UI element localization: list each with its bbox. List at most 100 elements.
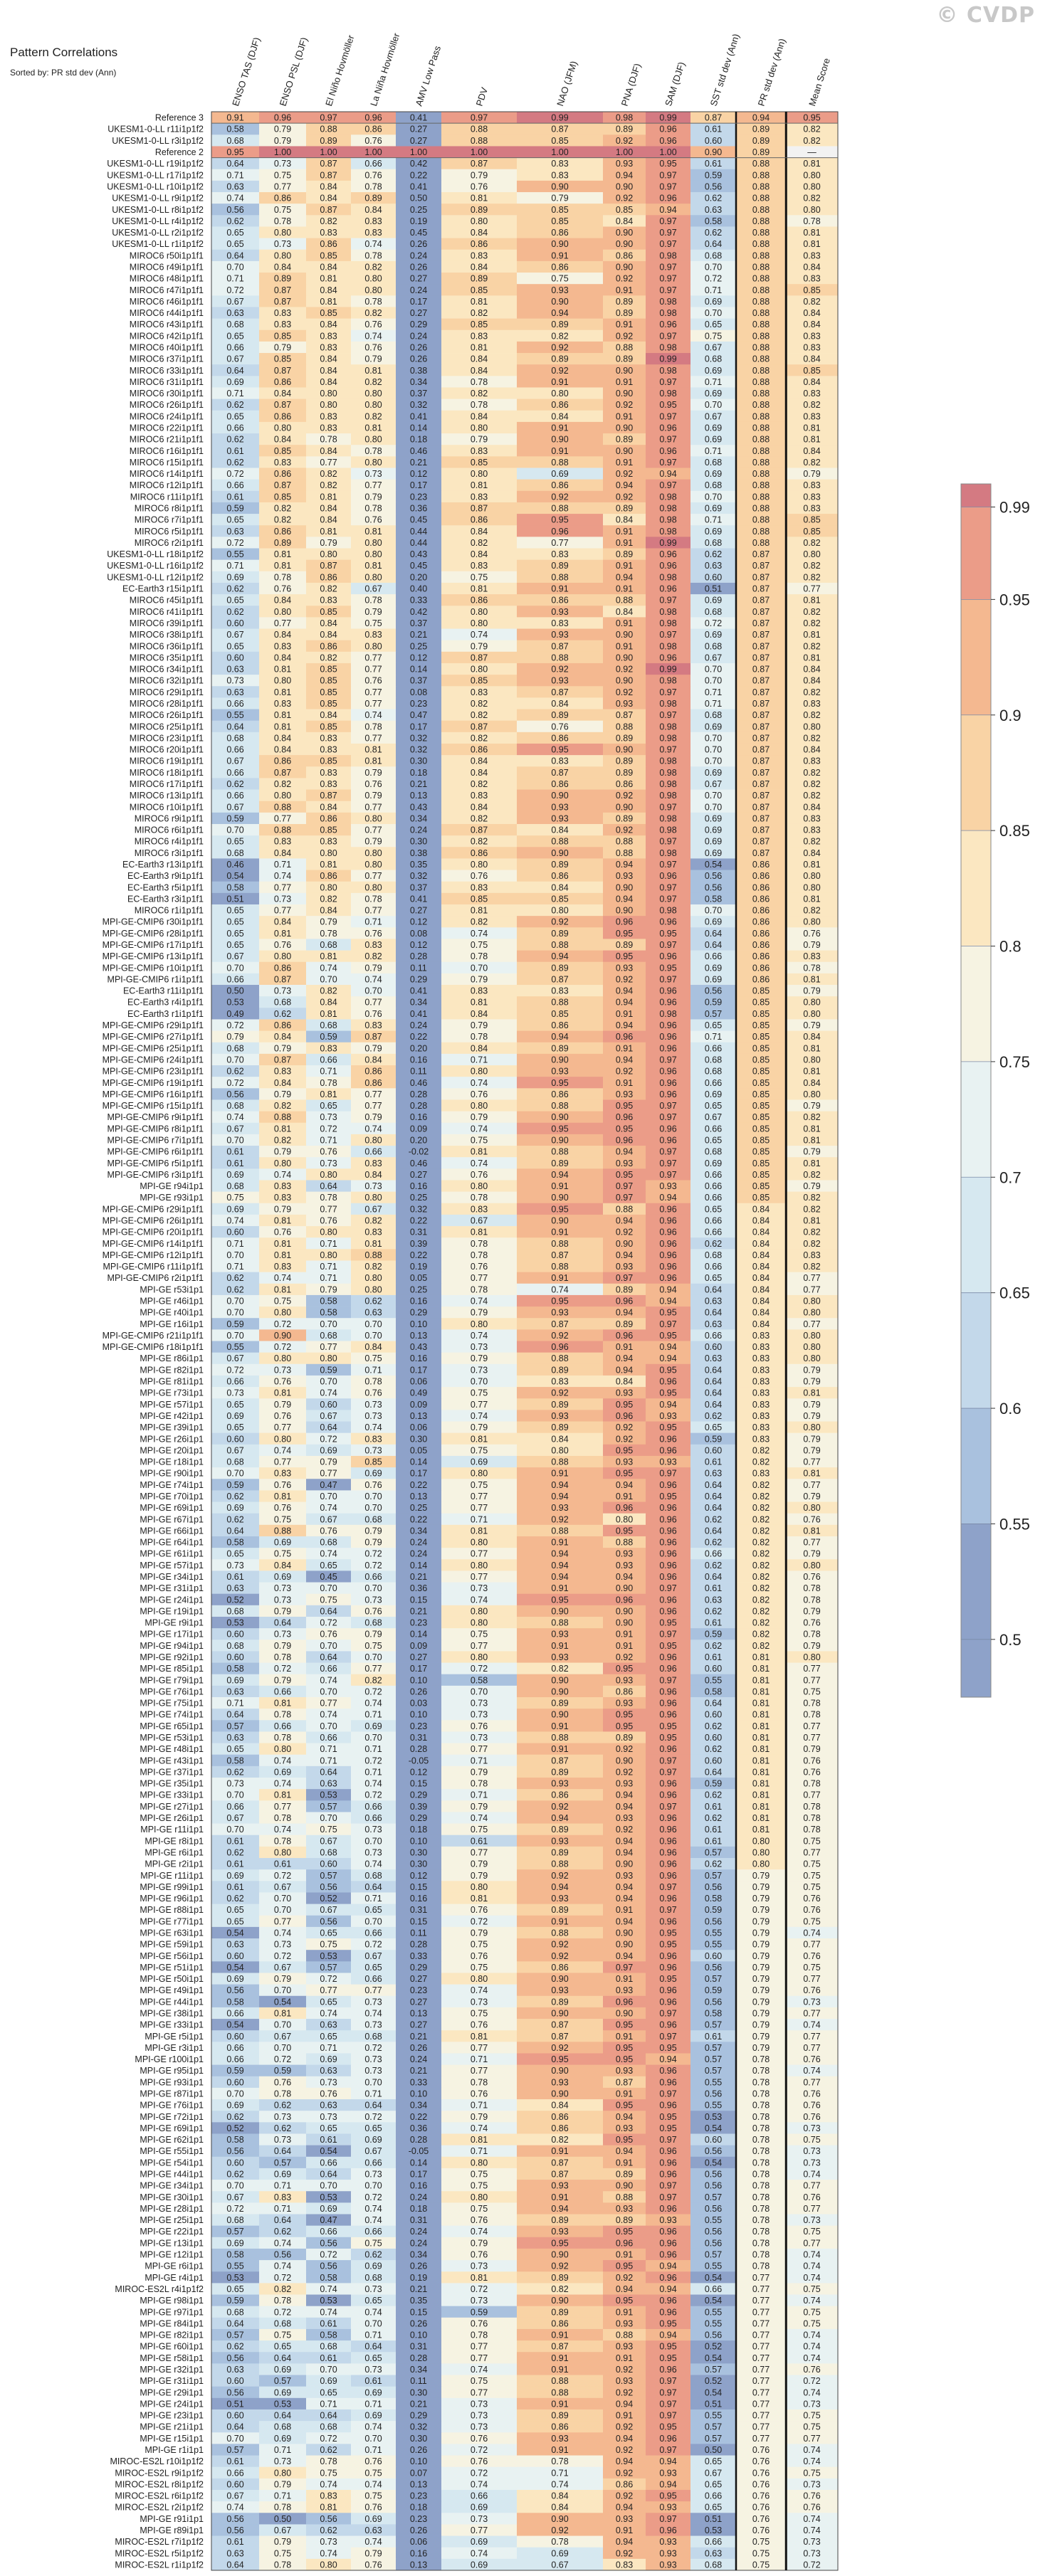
row-label: MIROC6 r13i1p1f1 [130, 791, 204, 801]
cell-value: 0.44 [410, 538, 427, 548]
cell-value: 0.95 [226, 147, 243, 157]
cell-value: 0.73 [320, 1112, 337, 1122]
cell-value: 0.88 [752, 331, 770, 341]
row-label: MPI-GE-CMIP6 r21i1p1f1 [103, 1331, 204, 1341]
cell-value: 0.82 [471, 733, 488, 743]
row-label: UKESM1-0-LL r17i1p1f2 [107, 170, 204, 180]
heatmap-cell [441, 720, 518, 733]
cell-value: 0.78 [364, 250, 382, 260]
cell-value: 0.81 [364, 527, 382, 537]
row-label: MPI-GE r66i1p1 [140, 1526, 204, 1536]
cell-value: 0.69 [705, 596, 722, 606]
cell-value: 0.66 [705, 1170, 722, 1180]
heatmap-cell [259, 364, 307, 376]
heatmap-cell [517, 766, 604, 778]
cell-value: 0.83 [752, 1469, 770, 1479]
cell-value: 0.70 [226, 1135, 243, 1145]
cell-value: 0.74 [803, 2261, 820, 2271]
heatmap-cell [306, 490, 352, 503]
cell-value: 0.31 [410, 1733, 427, 1743]
row-label: MPI-GE-CMIP6 r10i1p1f1 [103, 963, 204, 973]
heatmap-cell [736, 594, 787, 606]
cell-value: 0.67 [226, 297, 243, 307]
cell-value: 0.88 [551, 1262, 568, 1272]
cell-value: 0.79 [803, 1101, 820, 1111]
cell-value: 0.74 [274, 1445, 291, 1455]
cell-value: 0.95 [616, 2101, 633, 2111]
cell-value: 0.75 [803, 1916, 820, 1926]
cell-value: 0.90 [551, 1193, 568, 1203]
heatmap-cell [351, 341, 397, 354]
row-label: UKESM1-0-LL r2i1p1f2 [112, 228, 204, 238]
cell-value: 0.78 [471, 2077, 488, 2087]
cell-value: 0.10 [410, 1710, 427, 1720]
heatmap-cell [351, 663, 397, 675]
cell-value: 0.78 [752, 2204, 770, 2214]
heatmap-cell [603, 697, 646, 709]
heatmap-cell [603, 559, 646, 572]
cell-value: 0.10 [410, 1319, 427, 1329]
cell-value: — [807, 147, 816, 157]
cell-value: 0.93 [616, 2204, 633, 2214]
cell-value: 0.68 [226, 136, 243, 146]
heatmap-cell [441, 732, 518, 744]
cell-value: 0.33 [410, 2077, 427, 2087]
cell-value: 0.67 [320, 1905, 337, 1915]
cell-value: 0.80 [320, 1228, 337, 1237]
cell-value: 0.79 [274, 136, 291, 146]
cell-value: 0.68 [320, 940, 337, 950]
heatmap-cell [690, 490, 737, 503]
cell-value: 0.96 [364, 113, 382, 123]
cell-value: 0.73 [364, 1445, 382, 1455]
cell-value: 0.26 [410, 1686, 427, 1696]
cell-value: 0.88 [551, 572, 568, 582]
cell-value: 0.62 [226, 2112, 243, 2122]
cell-value: 0.66 [705, 1215, 722, 1225]
cell-value: 0.77 [364, 825, 382, 835]
cell-value: 0.22 [410, 2112, 427, 2122]
cell-value: 0.79 [274, 1974, 291, 1984]
row-label: MIROC6 r4i1p1f1 [135, 837, 204, 847]
cell-value: 0.81 [752, 1825, 770, 1835]
cell-value: 0.82 [274, 779, 291, 789]
cell-value: 0.81 [752, 1652, 770, 1662]
cell-value: 0.69 [226, 1503, 243, 1513]
cell-value: 0.34 [410, 813, 427, 823]
heatmap-cell [646, 273, 691, 285]
cell-value: 0.80 [471, 2192, 488, 2202]
cell-value: 0.66 [226, 2008, 243, 2018]
cell-value: 1.00 [616, 147, 633, 157]
cell-value: 0.79 [803, 1020, 820, 1030]
cell-value: 0.70 [364, 1836, 382, 1846]
cell-value: 0.76 [320, 1630, 337, 1640]
cell-value: 0.86 [616, 1686, 633, 1696]
cell-value: 0.79 [752, 1974, 770, 1984]
cell-value: 0.57 [705, 1009, 722, 1019]
table-row: MIROC6 r41i1p1f1 0.62 0.80 0.85 0.79 0.42 0.80… [130, 606, 839, 618]
heatmap-cell [517, 169, 604, 181]
cell-value: 0.72 [320, 1434, 337, 1444]
cell-value: 0.30 [410, 1434, 427, 1444]
cell-value: 0.97 [616, 1963, 633, 1973]
cell-value: 0.81 [803, 1135, 820, 1145]
cell-value: 0.86 [551, 1963, 568, 1973]
cell-value: 0.94 [616, 1916, 633, 1926]
cell-value: 0.27 [410, 274, 427, 284]
cell-value: 0.88 [752, 504, 770, 514]
heatmap-cell [603, 709, 646, 722]
row-label: MPI-GE r13i1p1 [140, 2238, 204, 2248]
heatmap-cell [786, 548, 839, 561]
heatmap-cell [603, 468, 646, 480]
cell-value: 0.80 [364, 641, 382, 651]
cell-value: 0.95 [659, 1388, 676, 1398]
cell-value: 0.68 [226, 1641, 243, 1651]
cell-value: 0.70 [274, 2043, 291, 2053]
cell-value: 0.82 [320, 986, 337, 996]
cell-value: 0.75 [803, 1859, 820, 1869]
cell-value: 0.75 [320, 1940, 337, 1950]
cell-value: 0.72 [471, 2284, 488, 2294]
cell-value: 0.82 [803, 1170, 820, 1180]
cell-value: 0.88 [551, 1147, 568, 1157]
cell-value: 0.90 [616, 1756, 633, 1765]
heatmap-cell [396, 514, 442, 526]
